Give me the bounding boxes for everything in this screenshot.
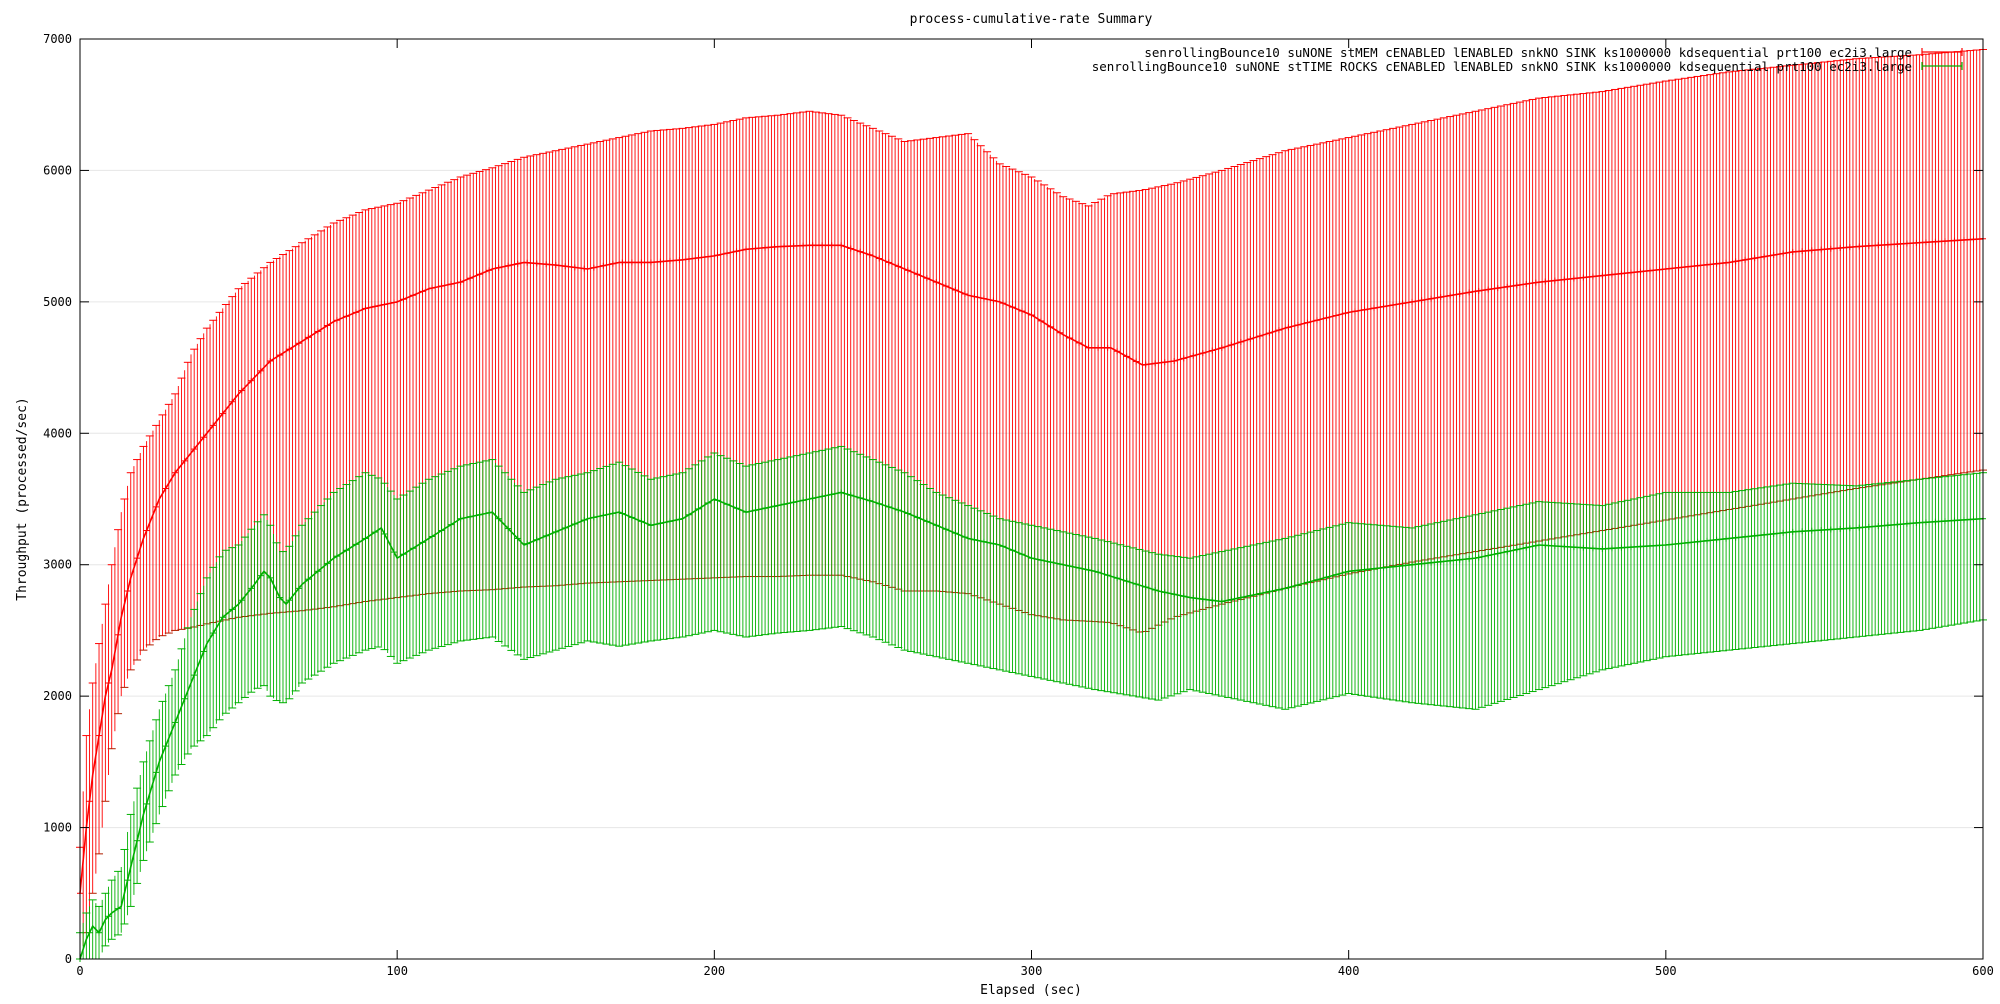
axis-layer: 0 1000 2000 3000 4000 5000 6000 7000 0 100 200 300 4… [43, 32, 1994, 978]
x-tick-label: 300 [1021, 964, 1043, 978]
legend-swatch [1921, 62, 1963, 70]
y-tick-label: 7000 [43, 32, 72, 46]
y-tick-label: 1000 [43, 821, 72, 835]
x-tick-label: 400 [1338, 964, 1360, 978]
y-tick-label: 3000 [43, 558, 72, 572]
y-tick-label: 5000 [43, 295, 72, 309]
legend-entry-label: senrollingBounce10 suNONE stMEM cENABLED… [1144, 45, 1912, 60]
y-tick-label: 0 [65, 952, 72, 966]
x-axis-title: Elapsed (sec) [980, 983, 1082, 998]
legend: senrollingBounce10 suNONE stMEM cENABLED… [1092, 45, 1963, 74]
x-tick-label: 200 [703, 964, 725, 978]
legend-swatch [1921, 48, 1963, 56]
x-tick-label: 0 [76, 964, 83, 978]
y-tick-label: 2000 [43, 689, 72, 703]
x-tick-label: 500 [1655, 964, 1677, 978]
series-group [76, 445, 1987, 962]
x-tick-label: 100 [386, 964, 408, 978]
chart-title: process-cumulative-rate Summary [910, 12, 1153, 27]
x-tick-label: 600 [1972, 964, 1994, 978]
series-layer [76, 49, 1987, 962]
legend-entry-label: senrollingBounce10 suNONE stTIME ROCKS c… [1092, 59, 1912, 74]
y-tick-label: 6000 [43, 163, 72, 177]
y-tick-label: 4000 [43, 426, 72, 440]
y-axis-title: Throughput (processed/sec) [15, 397, 30, 601]
